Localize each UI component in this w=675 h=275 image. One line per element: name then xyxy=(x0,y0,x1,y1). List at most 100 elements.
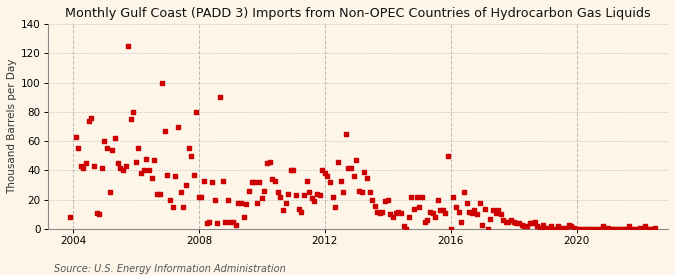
Point xyxy=(393,209,404,214)
Point xyxy=(94,212,105,217)
Point xyxy=(482,227,493,231)
Point xyxy=(136,171,146,176)
Point xyxy=(215,95,225,99)
Point xyxy=(500,219,511,224)
Point xyxy=(406,195,417,199)
Point xyxy=(621,227,632,231)
Point xyxy=(634,226,645,230)
Point xyxy=(354,189,364,193)
Point xyxy=(167,205,178,209)
Point xyxy=(290,193,301,198)
Point xyxy=(632,227,643,231)
Point xyxy=(186,154,196,158)
Point xyxy=(522,224,533,228)
Point xyxy=(550,227,561,231)
Point xyxy=(385,212,396,217)
Point xyxy=(194,195,205,199)
Point xyxy=(593,227,603,231)
Point xyxy=(422,218,433,222)
Point xyxy=(430,215,441,219)
Point xyxy=(556,226,566,230)
Point xyxy=(461,200,472,205)
Point xyxy=(464,209,475,214)
Point xyxy=(571,227,582,231)
Point xyxy=(330,205,341,209)
Point xyxy=(201,221,212,226)
Point xyxy=(529,219,540,224)
Point xyxy=(81,161,92,165)
Point xyxy=(585,227,595,231)
Point xyxy=(280,200,291,205)
Point xyxy=(645,227,655,231)
Point xyxy=(456,219,466,224)
Point xyxy=(325,180,335,185)
Point xyxy=(91,211,102,215)
Point xyxy=(301,178,312,183)
Point xyxy=(172,124,183,129)
Point xyxy=(364,190,375,195)
Y-axis label: Thousand Barrels per Day: Thousand Barrels per Day xyxy=(7,59,17,194)
Point xyxy=(327,195,338,199)
Point xyxy=(540,227,551,231)
Point xyxy=(338,190,348,195)
Point xyxy=(128,110,139,114)
Point xyxy=(383,198,394,202)
Point xyxy=(608,227,619,231)
Point xyxy=(404,215,414,219)
Point xyxy=(576,227,587,231)
Point xyxy=(514,221,524,226)
Point xyxy=(361,176,372,180)
Point xyxy=(466,211,477,215)
Point xyxy=(304,190,315,195)
Point xyxy=(472,212,483,217)
Point xyxy=(647,227,658,231)
Point xyxy=(613,227,624,231)
Point xyxy=(545,224,556,228)
Point xyxy=(180,183,191,187)
Point xyxy=(490,211,501,215)
Point xyxy=(256,196,267,200)
Point xyxy=(65,215,76,219)
Point xyxy=(519,224,530,228)
Point xyxy=(243,189,254,193)
Point xyxy=(144,168,155,173)
Point xyxy=(162,173,173,177)
Point xyxy=(396,211,406,215)
Point xyxy=(603,226,614,230)
Point xyxy=(479,207,490,211)
Point xyxy=(233,200,244,205)
Point xyxy=(437,208,448,212)
Point xyxy=(141,156,152,161)
Point xyxy=(498,218,509,222)
Point xyxy=(495,212,506,217)
Point xyxy=(547,227,558,231)
Point xyxy=(296,209,306,214)
Point xyxy=(532,224,543,228)
Point xyxy=(377,209,388,214)
Point xyxy=(83,119,94,123)
Point xyxy=(543,226,554,230)
Point xyxy=(204,219,215,224)
Point xyxy=(225,219,236,224)
Point xyxy=(432,198,443,202)
Point xyxy=(322,174,333,178)
Point xyxy=(401,227,412,231)
Point xyxy=(99,139,110,143)
Point xyxy=(230,222,241,227)
Point xyxy=(454,209,464,214)
Point xyxy=(380,199,391,204)
Point xyxy=(78,165,89,170)
Point xyxy=(408,207,419,211)
Point xyxy=(148,158,159,163)
Point xyxy=(105,190,115,195)
Point xyxy=(443,154,454,158)
Point xyxy=(178,205,188,209)
Point xyxy=(238,215,249,219)
Point xyxy=(270,178,281,183)
Point xyxy=(248,180,259,185)
Title: Monthly Gulf Coast (PADD 3) Imports from Non-OPEC Countries of Hydrocarbon Gas L: Monthly Gulf Coast (PADD 3) Imports from… xyxy=(65,7,651,20)
Point xyxy=(265,160,275,164)
Point xyxy=(493,208,504,212)
Point xyxy=(209,198,220,202)
Point xyxy=(416,195,427,199)
